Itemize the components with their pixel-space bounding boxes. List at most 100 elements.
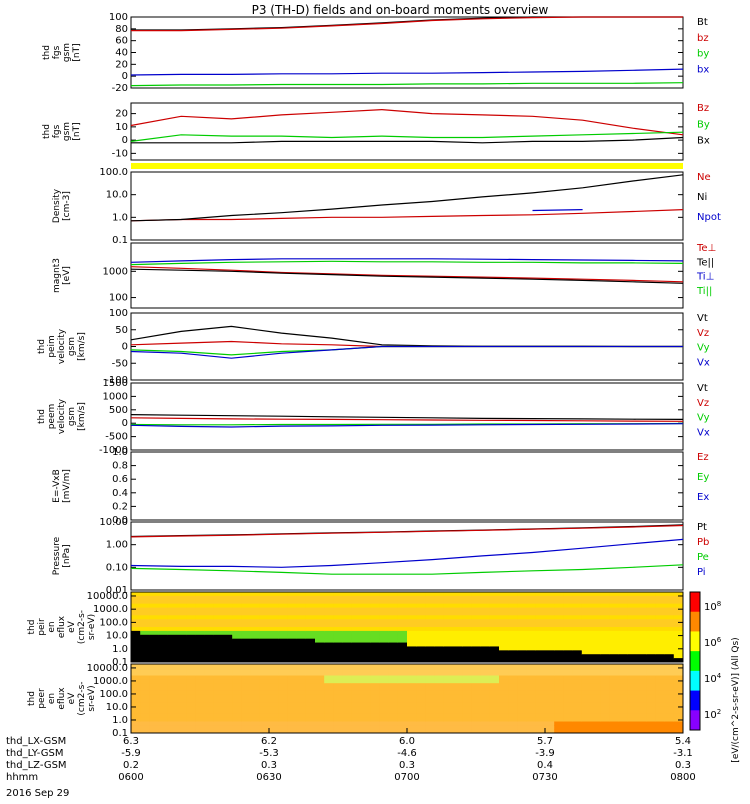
heatmap-cell [489, 710, 500, 715]
heatmap-cell [609, 717, 620, 722]
heatmap-cell [646, 729, 656, 734]
heatmap-cell [213, 646, 224, 651]
heatmap-cell [453, 658, 463, 663]
heatmap-cell [342, 664, 353, 669]
heatmap-cell [416, 642, 426, 647]
heatmap-cell [213, 619, 224, 624]
heatmap-cell [416, 679, 426, 684]
heatmap-cell [627, 721, 638, 726]
heatmap-cell [232, 623, 242, 628]
heatmap-cell [131, 690, 141, 696]
heatmap-cell [361, 694, 371, 699]
heatmap-cell [287, 713, 298, 719]
heatmap-cell [425, 687, 436, 692]
heatmap-cell [259, 619, 270, 624]
heatmap-cell [627, 725, 638, 730]
heatmap-cell [499, 687, 509, 692]
heatmap-cell [673, 592, 684, 597]
heatmap-cell [324, 721, 334, 726]
heatmap-cell [140, 623, 150, 628]
heatmap-cell [305, 603, 316, 609]
legend-label: bz [697, 33, 709, 44]
heatmap-cell [489, 638, 500, 644]
heatmap-cell [223, 710, 233, 715]
heatmap-cell [609, 658, 620, 663]
heatmap-cell [489, 679, 500, 684]
heatmap-cell [664, 675, 675, 680]
heatmap-cell [324, 694, 334, 699]
y-axis-label: en [47, 621, 57, 632]
heatmap-cell [637, 642, 647, 647]
heatmap-cell [443, 721, 454, 726]
heatmap-cell [443, 710, 454, 715]
heatmap-cell [627, 658, 638, 663]
heatmap-cell [388, 615, 399, 620]
heatmap-cell [563, 690, 574, 696]
heatmap-cell [223, 675, 233, 680]
heatmap-cell [204, 729, 215, 734]
heatmap-cell [673, 725, 684, 730]
heatmap-cell [305, 619, 316, 624]
heatmap-cell [655, 611, 666, 616]
heatmap-cell [333, 690, 344, 696]
heatmap-cell [609, 646, 620, 651]
heatmap-cell [425, 717, 436, 722]
heatmap-cell [443, 694, 454, 699]
heatmap-cell [480, 603, 491, 609]
heatmap-cell [535, 683, 546, 688]
series-line [130, 345, 683, 359]
heatmap-cell [434, 729, 445, 734]
heatmap-cell [655, 698, 666, 703]
heatmap-cell [572, 654, 583, 659]
heatmap-cell [140, 725, 150, 730]
y-axis-label: [eV] [62, 266, 72, 285]
heatmap-cell [305, 646, 316, 651]
heatmap-cell [508, 664, 518, 669]
heatmap-cell [637, 638, 647, 644]
heatmap-cell [269, 623, 279, 628]
legend-label: Te|| [696, 257, 714, 268]
heatmap-cell [158, 675, 169, 680]
heatmap-cell [232, 630, 242, 636]
heatmap-cell [563, 687, 574, 692]
heatmap-cell [195, 611, 206, 616]
heatmap-cell [471, 607, 482, 612]
heatmap-cell [545, 702, 555, 707]
heatmap-cell [434, 698, 445, 703]
heatmap-cell [471, 683, 482, 688]
heatmap-cell [655, 706, 666, 711]
heatmap-cell [526, 710, 537, 715]
heatmap-cell [379, 619, 390, 624]
heatmap-cell [655, 710, 666, 715]
heatmap-cell [232, 702, 242, 707]
heatmap-cell [204, 694, 215, 699]
heatmap-cell [508, 638, 518, 644]
heatmap-cell [195, 679, 206, 684]
heatmap-cell [572, 713, 583, 719]
heatmap-cell [618, 721, 629, 726]
heatmap-cell [572, 667, 583, 673]
heatmap-cell [324, 592, 334, 597]
heatmap-cell [269, 683, 279, 688]
heatmap-cell [259, 710, 270, 715]
heatmap-cell [158, 721, 169, 726]
ytick-label: 10 [115, 122, 128, 133]
heatmap-cell [664, 599, 675, 605]
heatmap-cell [443, 595, 454, 601]
heatmap-cell [545, 627, 555, 632]
heatmap-cell [618, 675, 629, 680]
heatmap-cell [186, 675, 196, 680]
heatmap-cell [397, 611, 408, 616]
heatmap-cell [351, 675, 362, 680]
heatmap-cell [370, 646, 380, 651]
heatmap-cell [223, 638, 233, 644]
heatmap-cell [186, 592, 196, 597]
heatmap-cell [213, 623, 224, 628]
heatmap-cell [223, 679, 233, 684]
heatmap-cell [462, 717, 472, 722]
heatmap-cell [370, 698, 380, 703]
y-axis-label: E=-VxB [52, 469, 62, 503]
heatmap-cell [388, 654, 399, 659]
y-axis-label: magnt3 [52, 258, 62, 293]
heatmap-cell [186, 607, 196, 612]
